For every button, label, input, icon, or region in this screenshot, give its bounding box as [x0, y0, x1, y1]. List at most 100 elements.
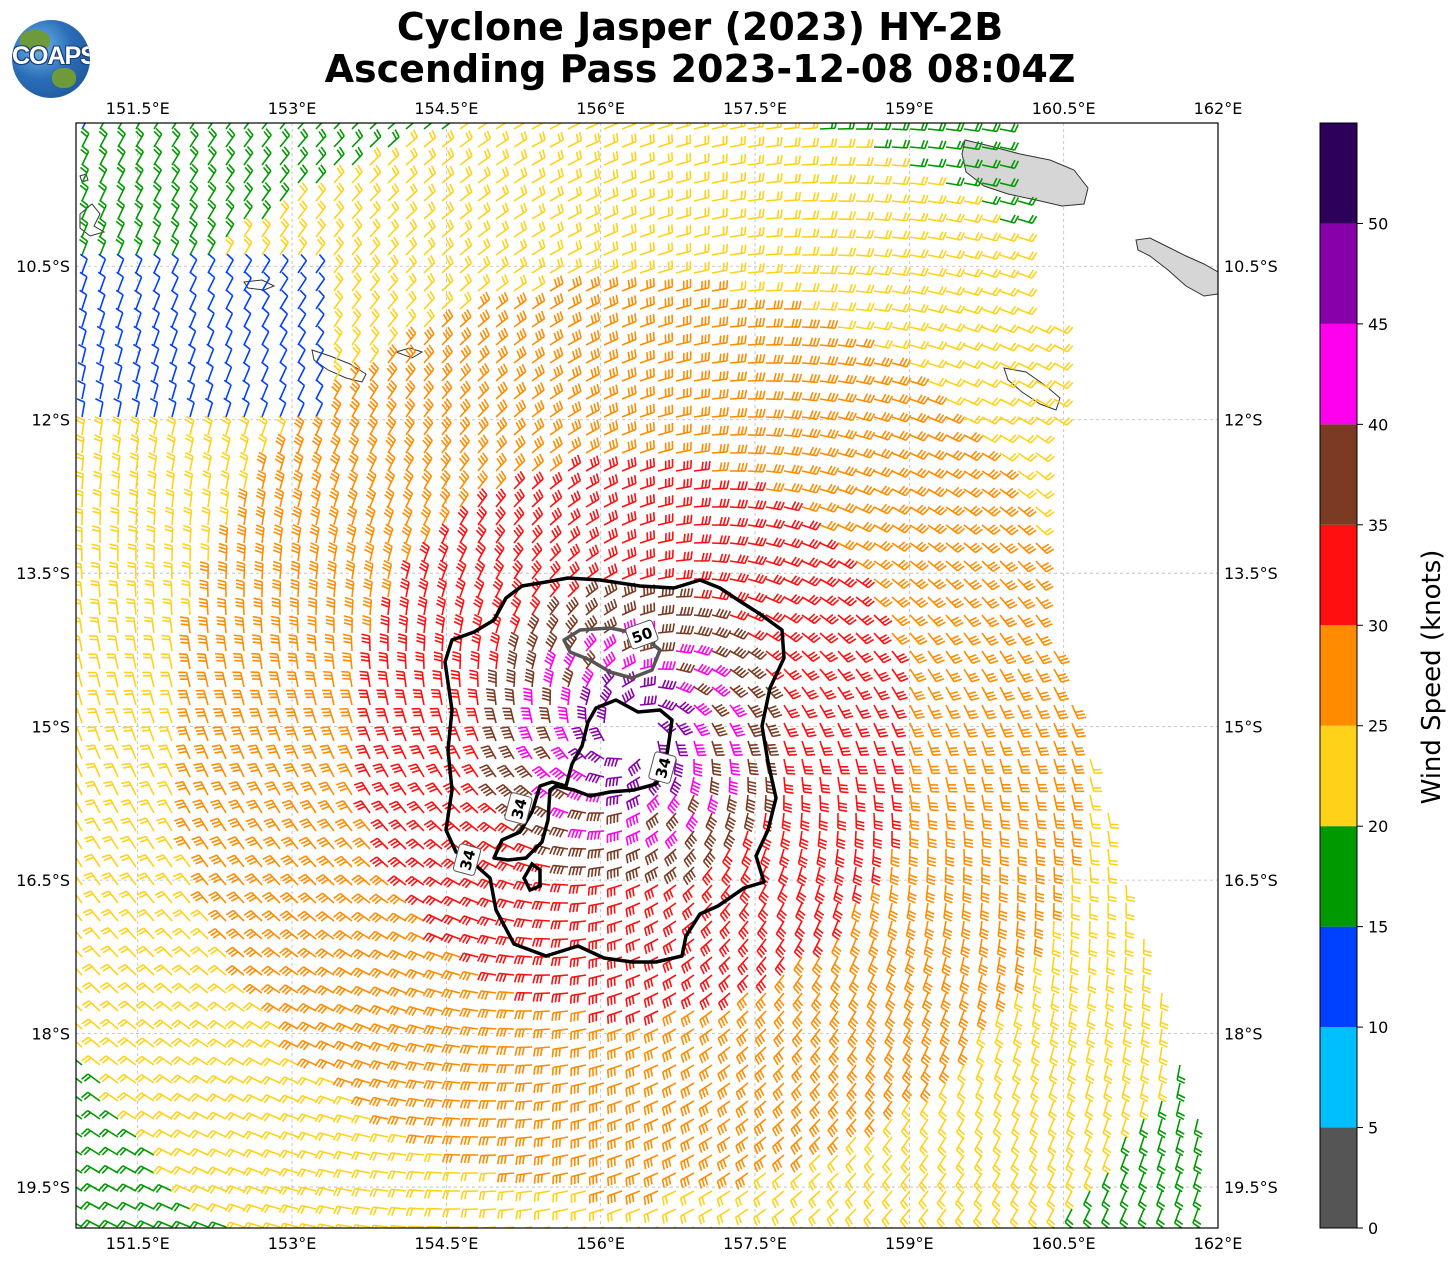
wind-barb	[1106, 1226, 1109, 1228]
tick-label-lon-bottom: 160.5°E	[1032, 1234, 1096, 1253]
wind-barb	[387, 182, 400, 202]
wind-barb	[559, 1226, 569, 1228]
wind-barb	[801, 192, 820, 202]
wind-barb	[207, 163, 217, 184]
wind-barb	[567, 168, 583, 184]
wind-barb	[729, 172, 747, 184]
wind-barb	[97, 217, 107, 238]
wind-barb	[297, 164, 309, 184]
wind-barb	[675, 206, 692, 220]
colorbar-tick-label: 0	[1368, 1219, 1378, 1238]
wind-barb	[927, 140, 947, 150]
wind-barb	[711, 135, 728, 148]
wind-barb	[171, 163, 181, 184]
wind-barb	[585, 150, 601, 166]
wind-barb	[873, 175, 893, 185]
wind-barb	[639, 133, 655, 148]
wind-barb	[711, 153, 728, 166]
wind-barb	[981, 232, 1002, 242]
wind-barb	[225, 123, 232, 130]
wind-barb	[279, 182, 290, 202]
wind-barb	[423, 183, 436, 202]
wind-barb	[261, 217, 271, 238]
wind-barb	[441, 147, 455, 166]
wind-barb	[441, 201, 455, 220]
wind-barb	[837, 193, 856, 203]
wind-barb	[225, 217, 235, 238]
wind-barb	[621, 169, 637, 184]
wind-barb	[423, 219, 436, 238]
wind-barb	[441, 165, 455, 184]
wind-barb	[567, 203, 583, 220]
wind-barb	[135, 145, 144, 166]
wind-barb	[531, 131, 546, 148]
wind-barb	[837, 211, 856, 221]
coastlines	[79, 139, 1218, 411]
wind-barb	[387, 218, 400, 238]
wind-barb	[351, 218, 363, 238]
wind-barb	[116, 127, 126, 148]
wind-barb	[765, 227, 784, 238]
wind-barb	[693, 207, 710, 220]
wind-barb	[639, 169, 655, 184]
wind-barb	[653, 1226, 659, 1228]
wind-barb	[927, 231, 947, 241]
wind-barb	[909, 176, 929, 186]
wind-barb	[835, 1226, 839, 1228]
wind-barb	[747, 208, 765, 220]
wind-barb	[459, 123, 470, 130]
colorbar-segment	[1320, 1127, 1357, 1228]
wind-barb	[495, 202, 510, 220]
wind-barb	[297, 218, 308, 238]
wind-barb	[189, 181, 199, 202]
wind-barb	[567, 221, 583, 238]
wind-barb	[171, 181, 181, 202]
wind-barb	[729, 226, 747, 238]
wind-barb	[819, 210, 838, 220]
wind-barb	[873, 211, 893, 222]
logo-land-shape	[52, 68, 76, 88]
wind-barb	[783, 227, 802, 238]
wind-barb	[188, 217, 198, 238]
wind-barb	[351, 182, 363, 202]
wind-barb	[567, 186, 583, 202]
wind-barb	[711, 225, 728, 238]
tick-label-lon-top: 153°E	[268, 99, 317, 118]
wind-barb	[963, 232, 984, 242]
wind-barb	[152, 217, 162, 238]
wind-barb	[999, 232, 1020, 242]
wind-barb	[927, 176, 947, 186]
wind-barb	[999, 178, 1020, 188]
wind-barb	[963, 195, 983, 205]
wind-barb	[639, 187, 655, 202]
tick-label-lat-right: 13.5°S	[1224, 564, 1278, 583]
wind-barb	[423, 165, 437, 184]
wind-barb	[207, 199, 217, 220]
wind-barb	[855, 138, 874, 149]
wind-barb	[134, 199, 144, 220]
wind-barb	[495, 148, 510, 166]
wind-barb	[97, 199, 107, 220]
tick-label-lon-top: 157.5°E	[723, 99, 787, 118]
wind-barb	[459, 183, 473, 202]
wind-barb	[945, 213, 965, 223]
wind-barb	[891, 212, 911, 222]
wind-barb	[495, 166, 510, 184]
wind-barb	[549, 167, 564, 184]
wind-barb	[693, 189, 710, 202]
wind-barb	[531, 149, 546, 166]
wind-barb	[837, 156, 856, 166]
wind-barb	[639, 123, 655, 130]
wind-barb	[369, 182, 382, 202]
wind-barb	[585, 222, 601, 238]
wind-barb	[225, 163, 235, 184]
wind-barb	[279, 164, 290, 184]
wind-barb	[765, 154, 783, 166]
wind-barb	[765, 191, 783, 202]
wind-barb	[765, 209, 783, 220]
wind-barb	[78, 235, 89, 256]
wind-barb	[927, 194, 947, 205]
wind-barb	[729, 190, 747, 202]
wind-barb	[225, 145, 236, 166]
wind-barb	[585, 132, 601, 148]
